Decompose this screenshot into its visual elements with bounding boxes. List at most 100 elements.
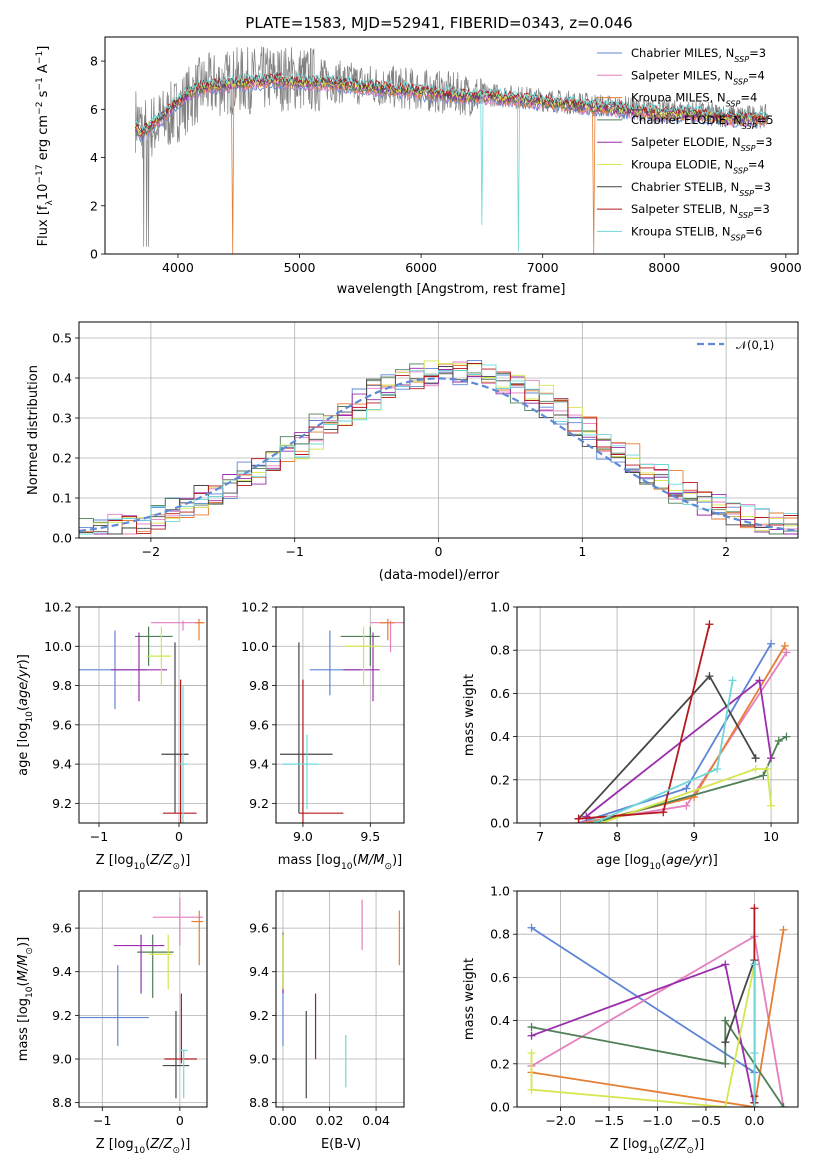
legend-nssp-value: =3 [755, 135, 772, 149]
axes-frame [78, 890, 208, 1108]
normal-reference-curve [79, 377, 798, 533]
errorbar-kroupa-elodie [148, 934, 173, 990]
y-tick-label: 0.2 [490, 1056, 510, 1071]
xlabel: mass [log10(M/M⊙)] [278, 853, 402, 872]
y-tick-label: 9.2 [52, 1008, 72, 1023]
x-tick-label: 9.0 [293, 829, 313, 844]
ylabel: mass [log10(M/M⊙)] [16, 937, 35, 1061]
panel-weight_vs_age: 7 8 9 10 0.0 0.2 0.4 0.6 0.8 1.0 mass weight age [l… [462, 600, 799, 872]
legend-nssp-value: =3 [749, 46, 766, 60]
panel-age_vs_mass: 9.0 9.5 9.2 9.4 9.6 9.8 10.0 10.2 mass [log10(M/… [241, 600, 405, 872]
weight-line [601, 768, 772, 823]
plot-area [79, 618, 205, 823]
weight-point-marker [750, 960, 759, 969]
x-tick-label: 9.5 [360, 829, 380, 844]
legend-label: Salpeter MILES, NSSP=4 [631, 68, 765, 86]
weight-point-marker [682, 784, 691, 793]
x-tick-label: 1 [578, 544, 586, 559]
weight-point-marker [721, 1103, 730, 1107]
legend-label: Salpeter ELODIE, NSSP=3 [631, 135, 772, 153]
errorbar-kroupa-miles [379, 618, 395, 641]
ylabel: mass weight [462, 958, 477, 1040]
errorbar-kroupa-miles [195, 618, 205, 641]
x-tick-label: −1.0 [642, 1113, 672, 1128]
weight-point-marker [682, 801, 691, 810]
y-tick-label: 9.4 [249, 757, 269, 772]
legend-series-name: Salpeter STELIB [631, 202, 722, 216]
errorbar-salpeter-stelib [164, 993, 197, 1064]
x-tick-label: 7 [536, 829, 544, 844]
errorbar-kroupa-stelib [282, 734, 320, 810]
x-tick-label: 0.00 [269, 1113, 297, 1128]
weight-point-marker [527, 923, 536, 932]
y-tick-label: 0.0 [52, 531, 72, 546]
legend-nssp-value: =6 [745, 224, 762, 238]
y-tick-label: 0.3 [52, 411, 72, 426]
legend-nssp-value: =5 [757, 113, 774, 127]
legend-series-name: Chabrier MILES [631, 46, 718, 60]
figure-title: PLATE=1583, MJD=52941, FIBERID=0343, z=0… [245, 14, 632, 32]
x-tick-label: 10 [763, 829, 779, 844]
weight-point-marker [751, 754, 760, 763]
y-tick-label: 9.4 [52, 757, 72, 772]
residual-ylabel: Normed distribution [26, 365, 41, 495]
x-tick-label: −2.0 [545, 1113, 575, 1128]
y-tick-label: 8.8 [52, 1095, 72, 1110]
errorbar-salpeter-elodie [113, 934, 165, 994]
y-tick-label: 9.6 [249, 717, 269, 732]
weight-point-marker [574, 814, 583, 823]
x-tick-label: 0 [175, 829, 183, 844]
y-tick-label: 1.0 [490, 884, 510, 899]
legend-label: Kroupa ELODIE, NSSP=4 [631, 158, 765, 176]
legend-label: 𝒩(0,1) [736, 338, 774, 352]
errorbar-kroupa-stelib [179, 1049, 188, 1099]
xlabel: E(B-V) [321, 1137, 361, 1152]
y-tick-label: 9.2 [249, 1008, 269, 1023]
weight-point-marker [750, 1049, 759, 1057]
weight-point-marker [767, 754, 776, 763]
weight-line [530, 964, 756, 1107]
x-tick-label: −1 [93, 1113, 111, 1128]
axes-frame [78, 606, 208, 824]
y-tick-label: 9.4 [52, 964, 72, 979]
weight-point-marker [728, 676, 737, 685]
errorbar-salpeter-stelib [163, 679, 197, 823]
legend-label: Kroupa STELIB, NSSP=6 [631, 224, 762, 242]
errorbar-chabrier-stelib [162, 1011, 190, 1099]
y-tick-label: 10.0 [44, 639, 72, 654]
y-tick-label: 0.4 [490, 1013, 510, 1028]
weight-line [531, 963, 756, 1107]
errorbar-salpeter-stelib [298, 679, 344, 823]
axes-frame [78, 321, 799, 539]
legend-series-name: Kroupa STELIB [631, 224, 715, 238]
y-tick-label: 0.5 [52, 331, 72, 346]
weight-line [531, 929, 785, 1107]
weight-point-marker [750, 1103, 759, 1107]
y-tick-label: 0.4 [52, 371, 72, 386]
weight-point-marker [721, 960, 730, 969]
weight-point-marker [527, 1023, 536, 1032]
weight-point-marker [705, 672, 714, 681]
axes-frame [104, 36, 799, 255]
x-tick-label: 9 [690, 829, 698, 844]
y-tick-label: 8.8 [249, 1095, 269, 1110]
weight-point-marker [721, 1016, 730, 1025]
plot-area [135, 46, 768, 254]
weight-line [531, 926, 756, 1107]
errorbar-salpeter-elodie [111, 632, 167, 702]
errorbar-salpeter-miles [152, 897, 204, 946]
errorbar-chabrier-stelib [161, 642, 189, 814]
panel-residuals: −2 −1 0 1 2 0.0 0.1 0.2 0.3 0.4 0.5 𝒩(0,1) (data-mod… [26, 321, 799, 583]
x-tick-label: −0.5 [691, 1113, 721, 1128]
legend-series-name: Chabrier STELIB [631, 180, 723, 194]
weight-point-marker [779, 1103, 788, 1107]
weight-series-kroupa-elodie [527, 960, 759, 1107]
weight-point-marker [780, 641, 789, 650]
x-tick-label: 5000 [284, 260, 316, 275]
axes-frame [516, 890, 799, 1108]
axes-frame [275, 890, 405, 1108]
histogram-kroupa-elodie [79, 360, 798, 535]
weight-series-kroupa-miles [582, 641, 789, 823]
weight-point-marker [527, 1085, 536, 1094]
